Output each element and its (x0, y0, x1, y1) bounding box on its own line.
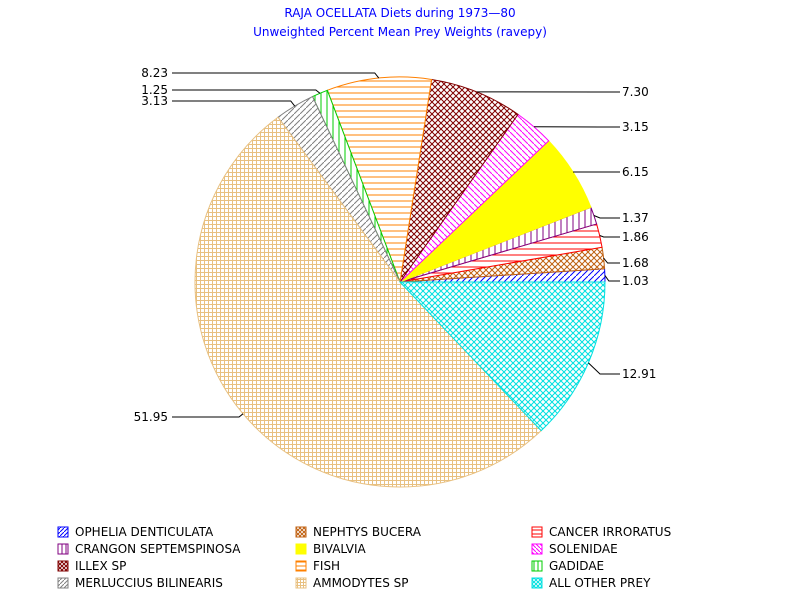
legend-item-illex-sp: ILLEX SP (57, 559, 126, 573)
slice-value-labels: 1.03 1.68 1.86 1.37 6.15 3.15 7.30 8.23 1.253.13… (134, 66, 657, 424)
value-label-cancer-irroratus: 1.86 (622, 230, 649, 244)
legend-item-nephtys-bucera: NEPHTYS BUCERA (295, 525, 422, 539)
leader-line-nephtys-bucera (603, 257, 620, 264)
legend-swatch-nephtys-bucera (295, 526, 307, 538)
value-label-solenidae: 3.15 (622, 120, 649, 134)
leader-line-fish (172, 72, 380, 79)
leader-line-all-other-prey (588, 362, 620, 375)
value-label-illex-sp: 7.30 (622, 85, 649, 99)
legend-swatch-crangon-septemspinosa (57, 543, 69, 555)
legend-swatch-fish (295, 560, 307, 572)
leader-line-ophelia-denticulata (604, 275, 620, 282)
legend-swatch-ammodytes-sp (295, 577, 307, 589)
legend-swatch-illex-sp (57, 560, 69, 572)
slice-leader-lines (172, 72, 620, 418)
legend-item-gadidae: GADIDAE (531, 559, 604, 573)
legend-swatch-cancer-irroratus (531, 526, 543, 538)
legend-swatch-bivalvia (295, 543, 307, 555)
legend-label-bivalvia: BIVALVIA (313, 542, 367, 556)
legend-label-solenidae: SOLENIDAE (549, 542, 618, 556)
legend-label-nephtys-bucera: NEPHTYS BUCERA (313, 525, 422, 539)
value-label-nephtys-bucera: 1.68 (622, 256, 649, 270)
legend-item-bivalvia: BIVALVIA (295, 542, 367, 556)
value-label-all-other-prey: 12.91 (622, 367, 656, 381)
legend-label-cancer-irroratus: CANCER IRRORATUS (549, 525, 671, 539)
leader-line-gadidae (172, 89, 321, 94)
legend-item-fish: FISH (295, 559, 340, 573)
value-label-merluccius-bilinearis: 3.13 (141, 94, 168, 108)
legend-label-ammodytes-sp: AMMODYTES SP (313, 576, 408, 590)
legend-item-all-other-prey: ALL OTHER PREY (531, 576, 651, 590)
legend-item-solenidae: SOLENIDAE (531, 542, 618, 556)
value-label-crangon-septemspinosa: 1.37 (622, 211, 649, 225)
legend-label-gadidae: GADIDAE (549, 559, 604, 573)
legend-swatch-ophelia-denticulata (57, 526, 69, 538)
legend-swatch-all-other-prey (531, 577, 543, 589)
leader-line-cancer-irroratus (599, 235, 620, 238)
value-label-fish: 8.23 (141, 66, 168, 80)
legend-item-cancer-irroratus: CANCER IRRORATUS (531, 525, 671, 539)
legend-label-illex-sp: ILLEX SP (75, 559, 126, 573)
slice-all-other-prey (398, 281, 606, 432)
legend-swatch-solenidae (531, 543, 543, 555)
value-label-ammodytes-sp: 51.95 (134, 410, 168, 424)
leader-line-ammodytes-sp (172, 413, 244, 418)
value-label-ophelia-denticulata: 1.03 (622, 274, 649, 288)
legend-item-merluccius-bilinearis: MERLUCCIUS BILINEARIS (57, 576, 223, 590)
legend-label-crangon-septemspinosa: CRANGON SEPTEMSPINOSA (75, 542, 241, 556)
legend-label-all-other-prey: ALL OTHER PREY (549, 576, 651, 590)
chart-subtitle: Unweighted Percent Mean Prey Weights (ra… (253, 25, 547, 39)
slice-fish (326, 76, 433, 284)
legend-label-ophelia-denticulata: OPHELIA DENTICULATA (75, 525, 214, 539)
slice-ammodytes-sp (194, 116, 542, 488)
leader-line-crangon-septemspinosa (593, 215, 620, 219)
legend-item-ophelia-denticulata: OPHELIA DENTICULATA (57, 525, 214, 539)
chart-title: RAJA OCELLATA Diets during 1973—80 (284, 6, 515, 20)
pie-slices (194, 76, 606, 488)
legend-swatch-merluccius-bilinearis (57, 577, 69, 589)
legend: OPHELIA DENTICULATA NEPHTYS BUCERA CANCER … (57, 525, 671, 590)
legend-label-fish: FISH (313, 559, 340, 573)
legend-label-merluccius-bilinearis: MERLUCCIUS BILINEARIS (75, 576, 223, 590)
value-label-gadidae: 1.25 (141, 83, 168, 97)
legend-swatch-gadidae (531, 560, 543, 572)
leader-line-merluccius-bilinearis (172, 100, 296, 107)
legend-item-ammodytes-sp: AMMODYTES SP (295, 576, 408, 590)
value-label-bivalvia: 6.15 (622, 165, 649, 179)
legend-item-crangon-septemspinosa: CRANGON SEPTEMSPINOSA (57, 542, 241, 556)
